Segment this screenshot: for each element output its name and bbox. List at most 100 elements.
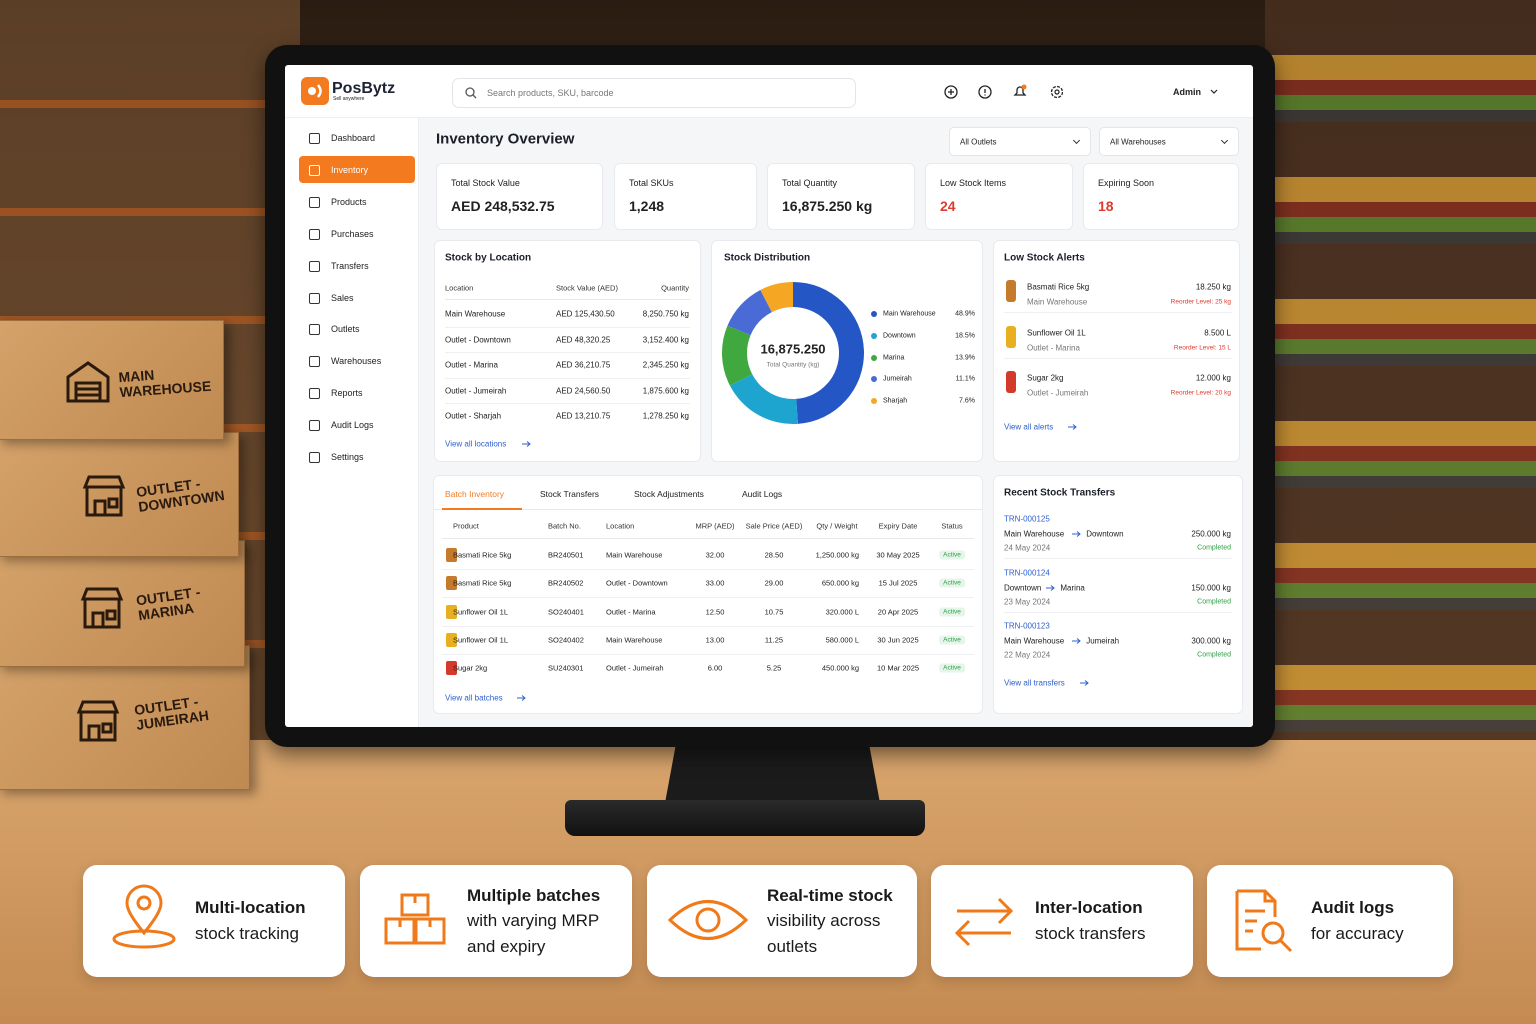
- nav-item[interactable]: Transfers: [331, 260, 369, 271]
- batch-panel: Batch Inventory Stock Transfers Stock Adju…: [433, 475, 983, 714]
- panel-title: Recent Stock Transfers: [1004, 487, 1116, 499]
- kpi-label: Total Quantity: [782, 178, 838, 188]
- table-cell: 320.000 L: [825, 607, 859, 617]
- user-chevron[interactable]: [1210, 89, 1218, 95]
- legend-label: Sharjah: [883, 397, 908, 405]
- transfer-id[interactable]: TRN-000123: [1004, 621, 1050, 631]
- status-badge: Active: [939, 607, 965, 617]
- nav-icon: [309, 324, 320, 336]
- center-label: Total Quantity (kg): [766, 361, 820, 369]
- tab[interactable]: Audit Logs: [742, 489, 783, 499]
- header-icons[interactable]: [943, 84, 1063, 100]
- table-cell: 10.75: [764, 607, 784, 617]
- row-divider: [442, 569, 974, 570]
- table-cell: AED 13,210.75: [556, 411, 611, 421]
- table-cell: Outlet - Marina: [445, 360, 498, 370]
- transfer-from: Main Warehouse: [1004, 529, 1065, 539]
- row-divider: [445, 326, 690, 328]
- table-cell: 30 Jun 2025: [877, 635, 919, 645]
- stock-by-location-panel: Stock by Location Location Stock Value (AE…: [434, 240, 701, 462]
- table-cell: BR240501: [548, 550, 584, 560]
- box-label: MAIN WAREHOUSE: [118, 364, 212, 400]
- nav-icon: [309, 133, 320, 144]
- product-icon: [446, 576, 457, 591]
- table-cell: 450.000 kg: [821, 663, 859, 673]
- table-cell: Main Warehouse: [606, 550, 663, 560]
- nav-item[interactable]: Audit Logs: [331, 420, 374, 431]
- feature-card: Multiple batches with varying MRP and expi…: [360, 865, 632, 977]
- stock-qty: 8.500 L: [1204, 328, 1231, 337]
- filter-dropdown[interactable]: All Outlets: [949, 127, 1091, 156]
- table-cell: 13.00: [705, 635, 725, 645]
- donut-segment: [760, 282, 793, 313]
- nav-item[interactable]: Warehouses: [331, 356, 382, 367]
- transfer-id[interactable]: TRN-000125: [1004, 514, 1050, 524]
- table-cell: 2,345.250 kg: [642, 360, 689, 370]
- column-header: Sale Price (AED): [745, 521, 803, 531]
- status-badge: Active: [939, 578, 965, 588]
- reorder-level: Reorder Level: 25 kg: [1170, 298, 1231, 306]
- status-badge: Active: [939, 635, 965, 645]
- table-cell: Outlet - Downtown: [606, 578, 668, 588]
- user-name[interactable]: Admin: [1173, 87, 1201, 97]
- feature-text: stock tracking: [195, 923, 299, 943]
- table-cell: 28.50: [764, 550, 784, 560]
- feature-title: Inter-location: [1035, 898, 1143, 918]
- nav-active-bg: [299, 156, 415, 184]
- transfer-id[interactable]: TRN-000124: [1004, 568, 1050, 578]
- kpi-label: Total SKUs: [629, 178, 674, 188]
- arrow-icon: [517, 695, 526, 701]
- row-divider: [1004, 357, 1232, 359]
- filter-dropdown[interactable]: All Warehouses: [1099, 127, 1239, 156]
- nav-item[interactable]: Products: [331, 196, 367, 207]
- nav-icon: [309, 452, 320, 463]
- view-link[interactable]: View all batches: [445, 693, 503, 703]
- transfer-to: Jumeirah: [1086, 636, 1120, 646]
- filter-label[interactable]: All Warehouses: [1110, 137, 1166, 147]
- logo[interactable]: [301, 77, 329, 105]
- table-cell: 3,152.400 kg: [642, 335, 689, 344]
- feature-text: stock transfers: [1035, 923, 1146, 943]
- stock-qty: 18.250 kg: [1195, 282, 1231, 292]
- kpi-value: 1,248: [629, 198, 665, 214]
- table-cell: Outlet - Jumeirah: [445, 386, 507, 395]
- brand-name[interactable]: PosBytz: [332, 80, 396, 97]
- table-cell: 1,875.600 kg: [642, 386, 689, 395]
- feature-icon: [667, 900, 749, 940]
- nav-item[interactable]: Settings: [331, 452, 364, 462]
- nav-item[interactable]: Dashboard: [331, 133, 376, 143]
- search-placeholder[interactable]: Search products, SKU, barcode: [487, 88, 614, 98]
- search-box[interactable]: [452, 78, 856, 108]
- box: OUTLET - JUMEIRAH: [0, 645, 250, 790]
- legend-label: Jumeirah: [883, 375, 912, 383]
- nav-item[interactable]: Outlets: [331, 324, 360, 335]
- table-cell: 20 Apr 2025: [877, 607, 919, 617]
- filter-label[interactable]: All Outlets: [960, 137, 997, 147]
- nav-item[interactable]: Sales: [331, 292, 354, 303]
- feature-card: Audit logs for accuracy: [1207, 865, 1453, 977]
- tab[interactable]: Batch Inventory: [445, 489, 505, 499]
- donut-segment: [727, 289, 772, 336]
- kpi-label: Low Stock Items: [940, 178, 1007, 188]
- nav-item[interactable]: Inventory: [331, 164, 369, 175]
- view-link[interactable]: View all transfers: [1004, 678, 1065, 688]
- table-cell: 32.00: [705, 550, 725, 560]
- table-cell: 8,250.750 kg: [642, 309, 689, 319]
- legend-swatch: [871, 332, 877, 339]
- transfer-to: Downtown: [1086, 529, 1124, 539]
- row-divider: [445, 377, 690, 379]
- table-cell: 650.000 kg: [821, 578, 859, 588]
- table-cell: AED 125,430.50: [556, 309, 615, 319]
- nav-item[interactable]: Purchases: [331, 228, 374, 239]
- view-link[interactable]: View all locations: [445, 439, 507, 449]
- feature-text: visibility across: [767, 911, 881, 930]
- row-divider: [442, 538, 974, 539]
- kpi-card: Expiring Soon 18: [1083, 163, 1239, 230]
- panel-title: Low Stock Alerts: [1004, 252, 1085, 264]
- tab[interactable]: Stock Adjustments: [634, 489, 704, 499]
- tab[interactable]: Stock Transfers: [540, 489, 600, 499]
- kpi-value: AED 248,532.75: [451, 198, 555, 214]
- nav-item[interactable]: Reports: [331, 388, 363, 399]
- table-cell: 15 Jul 2025: [878, 578, 918, 588]
- view-link[interactable]: View all alerts: [1004, 422, 1054, 432]
